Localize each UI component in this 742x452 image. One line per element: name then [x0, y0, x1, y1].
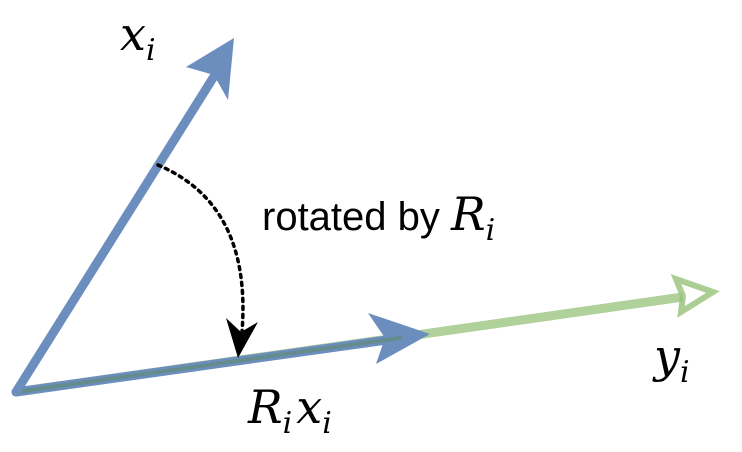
y-vector-label: yi — [652, 329, 690, 390]
dotted-arc-arrow-icon — [156, 163, 245, 334]
rotation-curve — [156, 163, 258, 358]
overlap-line — [14, 336, 402, 394]
rotated-label-subscript2: i — [322, 406, 332, 441]
rotation-annotation-text: rotated by — [262, 195, 451, 239]
y-label-subscript: i — [680, 355, 690, 390]
y-vector-head — [670, 273, 720, 318]
rotated-label-base1: R — [247, 380, 283, 434]
rotated-label-base2: x — [296, 380, 322, 434]
rotated-vector-label: Rixi — [247, 380, 332, 441]
x-label-base: x — [120, 7, 146, 61]
rotated-vector-arrow — [11, 313, 430, 397]
x-vector-head — [186, 38, 234, 100]
rotated-label-subscript1: i — [283, 406, 293, 441]
rotation-annotation: rotated by Ri — [262, 187, 495, 248]
x-vector-label: xi — [120, 7, 156, 68]
rotation-annotation-base: R — [450, 187, 486, 241]
x-vector-arrow — [11, 38, 234, 397]
rotation-arrowhead — [226, 318, 258, 358]
x-label-subscript: i — [146, 33, 156, 68]
y-label-base: y — [652, 329, 681, 383]
rotation-annotation-subscript: i — [486, 213, 496, 248]
x-vector-shaft — [11, 65, 223, 397]
